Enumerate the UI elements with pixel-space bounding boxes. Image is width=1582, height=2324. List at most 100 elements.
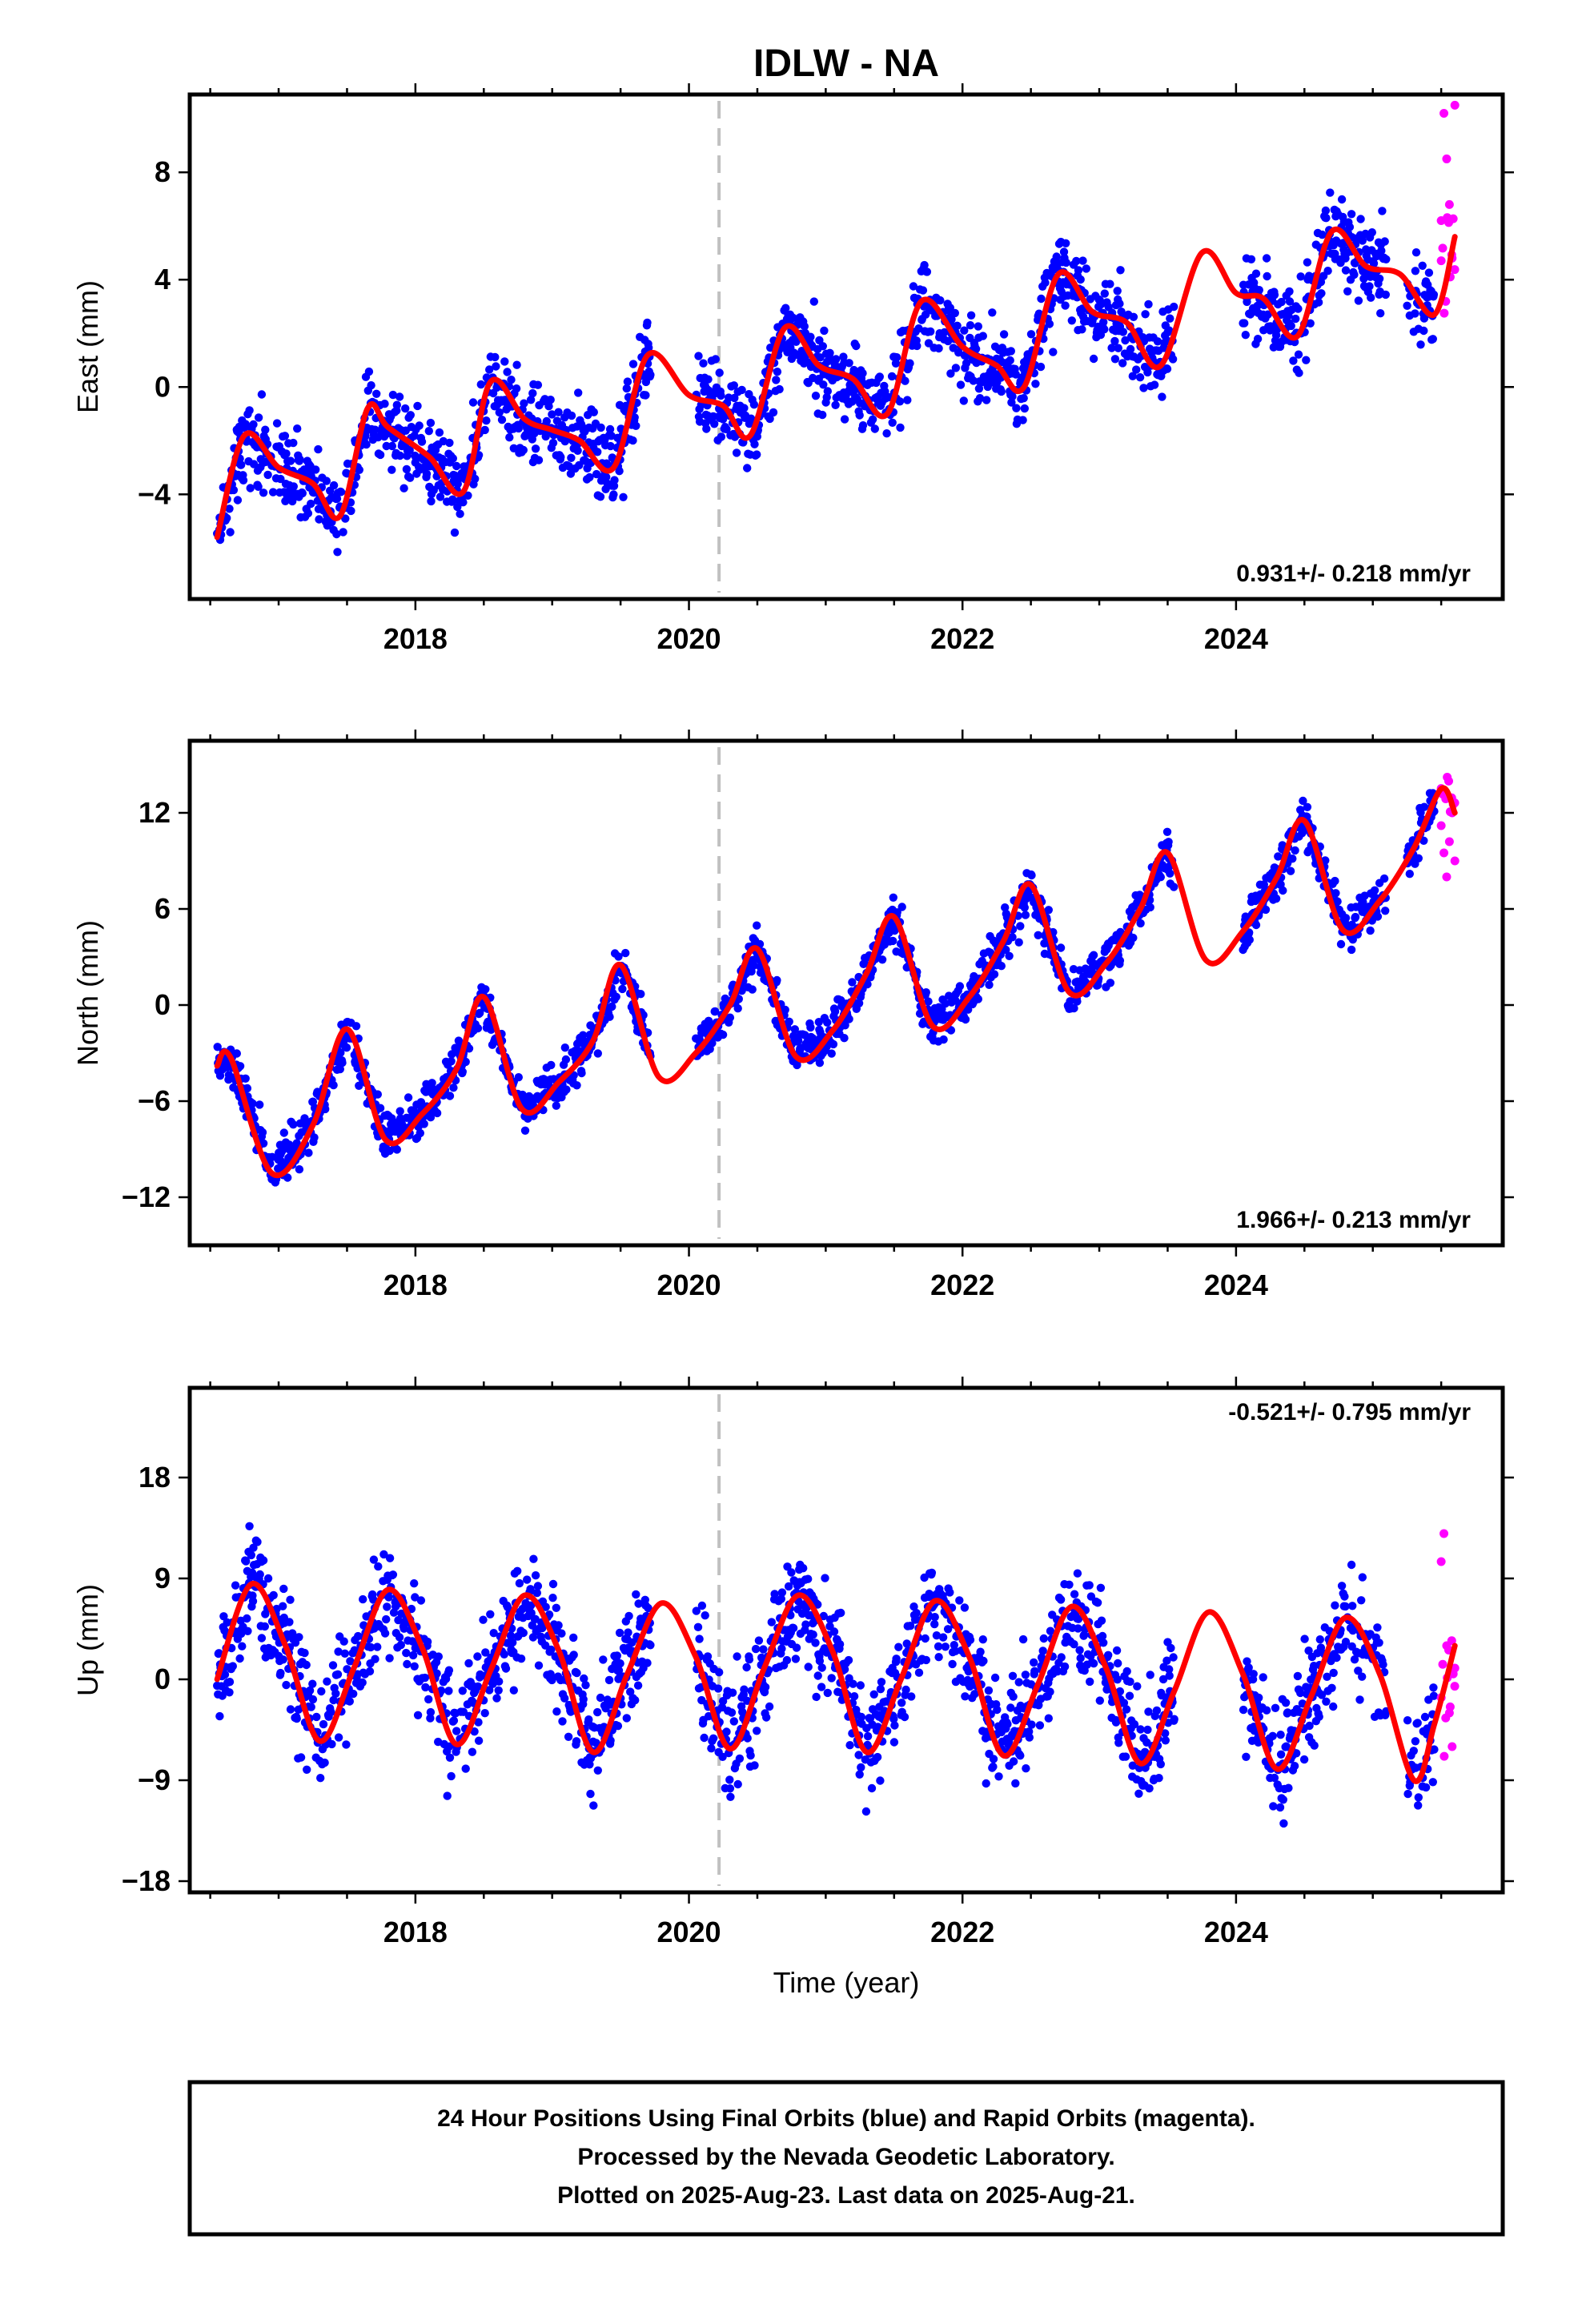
final-orbit-point bbox=[1089, 354, 1098, 364]
final-orbit-point bbox=[1154, 1774, 1163, 1783]
final-orbit-point bbox=[584, 1715, 593, 1724]
final-orbit-point bbox=[1382, 255, 1391, 263]
final-orbit-point bbox=[1239, 1705, 1248, 1715]
final-orbit-point bbox=[962, 359, 971, 368]
final-orbit-point bbox=[534, 1661, 544, 1670]
final-orbit-point bbox=[800, 322, 809, 331]
final-orbit-point bbox=[641, 391, 650, 400]
final-orbit-point bbox=[646, 1641, 655, 1650]
final-orbit-point bbox=[1016, 922, 1025, 931]
final-orbit-point bbox=[1263, 310, 1272, 319]
final-orbit-point bbox=[458, 1687, 467, 1695]
final-orbit-point bbox=[1276, 1731, 1285, 1739]
final-orbit-point bbox=[1121, 1752, 1130, 1761]
final-orbit-point bbox=[773, 368, 782, 376]
final-orbit-point bbox=[531, 1571, 540, 1580]
rapid-orbit-point bbox=[1444, 837, 1454, 846]
final-orbit-point bbox=[1113, 287, 1122, 296]
final-orbit-point bbox=[750, 1761, 759, 1770]
x-tick-label: 2020 bbox=[656, 1269, 721, 1301]
final-orbit-point bbox=[1030, 1658, 1038, 1667]
final-orbit-point bbox=[643, 1659, 652, 1667]
final-orbit-point bbox=[1303, 258, 1312, 267]
final-orbit-point bbox=[408, 1651, 418, 1660]
final-orbit-point bbox=[567, 411, 576, 420]
final-orbit-point bbox=[380, 1629, 390, 1638]
final-orbit-point bbox=[329, 1080, 338, 1090]
final-orbit-point bbox=[1279, 1819, 1288, 1828]
final-orbit-point bbox=[1333, 897, 1342, 906]
data-layer bbox=[213, 100, 1460, 557]
final-orbit-point bbox=[979, 1656, 988, 1666]
final-orbit-point bbox=[870, 424, 880, 433]
final-orbit-point bbox=[557, 1629, 566, 1638]
final-orbit-point bbox=[621, 948, 630, 958]
final-orbit-point bbox=[375, 450, 385, 460]
final-orbit-point bbox=[632, 421, 640, 430]
final-orbit-point bbox=[329, 1695, 338, 1705]
final-orbit-point bbox=[761, 1683, 770, 1691]
final-orbit-point bbox=[1323, 267, 1332, 275]
final-orbit-point bbox=[279, 1602, 287, 1610]
final-orbit-point bbox=[1411, 248, 1421, 257]
final-orbit-point bbox=[374, 432, 383, 442]
final-orbit-point bbox=[397, 1609, 406, 1618]
final-orbit-point bbox=[609, 490, 618, 499]
final-orbit-point bbox=[1118, 359, 1127, 368]
final-orbit-point bbox=[444, 1687, 453, 1695]
final-orbit-point bbox=[552, 1603, 560, 1613]
final-orbit-point bbox=[854, 1751, 863, 1759]
final-orbit-point bbox=[362, 440, 371, 449]
final-orbit-point bbox=[974, 322, 983, 331]
final-orbit-point bbox=[1095, 1696, 1105, 1705]
final-orbit-point bbox=[233, 496, 243, 505]
final-orbit-point bbox=[341, 514, 350, 523]
final-orbit-point bbox=[541, 1641, 550, 1650]
final-orbit-point bbox=[1341, 1638, 1351, 1647]
final-orbit-point bbox=[215, 1072, 225, 1080]
final-orbit-point bbox=[1266, 322, 1275, 331]
final-orbit-point bbox=[432, 1108, 442, 1118]
final-orbit-point bbox=[1289, 356, 1298, 365]
final-orbit-point bbox=[902, 1639, 911, 1648]
final-orbit-point bbox=[889, 893, 898, 903]
final-orbit-point bbox=[1070, 1640, 1078, 1649]
final-orbit-point bbox=[296, 1753, 306, 1762]
final-orbit-point bbox=[820, 326, 829, 336]
y-tick-label: −6 bbox=[138, 1084, 171, 1117]
final-orbit-point bbox=[1074, 1624, 1082, 1633]
final-orbit-point bbox=[612, 992, 620, 1002]
final-orbit-point bbox=[526, 1601, 536, 1610]
final-orbit-point bbox=[628, 436, 637, 445]
final-orbit-point bbox=[345, 1697, 354, 1706]
final-orbit-point bbox=[497, 416, 507, 424]
final-orbit-point bbox=[548, 1579, 558, 1589]
final-orbit-point bbox=[857, 1712, 866, 1722]
final-orbit-point bbox=[269, 1590, 278, 1600]
final-orbit-point bbox=[410, 1662, 419, 1671]
final-orbit-point bbox=[1158, 392, 1166, 401]
final-orbit-point bbox=[248, 1099, 257, 1108]
final-orbit-point bbox=[371, 1655, 379, 1663]
final-orbit-point bbox=[426, 1714, 435, 1723]
final-orbit-point bbox=[542, 416, 551, 426]
final-orbit-point bbox=[385, 1554, 395, 1562]
final-orbit-point bbox=[338, 1058, 347, 1068]
final-orbit-point bbox=[560, 1043, 569, 1052]
final-orbit-point bbox=[759, 1645, 768, 1654]
final-orbit-point bbox=[1275, 1803, 1285, 1812]
final-orbit-point bbox=[1428, 335, 1438, 344]
final-orbit-point bbox=[1008, 933, 1017, 942]
final-orbit-point bbox=[519, 1628, 528, 1638]
y-tick-label: −12 bbox=[122, 1180, 171, 1213]
final-orbit-point bbox=[1114, 1659, 1122, 1668]
final-orbit-point bbox=[1001, 903, 1010, 912]
final-orbit-point bbox=[1354, 296, 1363, 305]
final-orbit-point bbox=[548, 1675, 556, 1685]
final-orbit-point bbox=[436, 493, 445, 501]
final-orbit-point bbox=[646, 370, 655, 380]
final-orbit-point bbox=[971, 344, 981, 353]
final-orbit-point bbox=[1376, 309, 1385, 318]
final-orbit-point bbox=[254, 482, 263, 491]
final-orbit-point bbox=[421, 1683, 430, 1692]
